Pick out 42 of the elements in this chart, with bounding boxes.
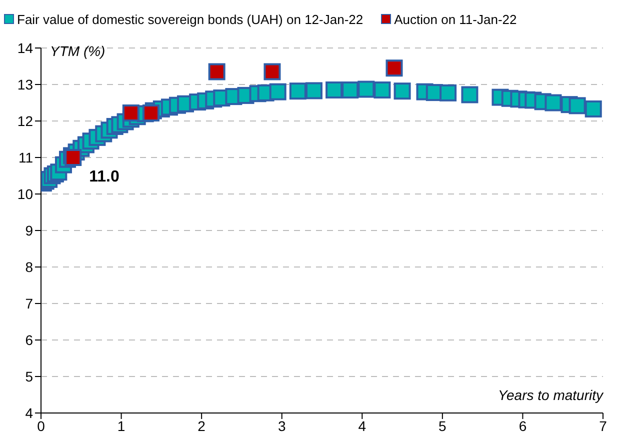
- y-axis-title: YTM (%): [50, 43, 106, 59]
- point: [584, 100, 602, 118]
- point: [394, 82, 411, 100]
- y-tick-label: 8: [25, 258, 34, 275]
- y-tick-label: 5: [25, 368, 34, 384]
- x-tick-label: 7: [599, 418, 608, 434]
- point: [122, 104, 140, 122]
- x-axis-title: Years to maturity: [498, 387, 604, 403]
- y-tick-label: 7: [25, 295, 34, 312]
- point: [264, 63, 281, 80]
- x-tick-label: 6: [518, 418, 527, 434]
- legend-label: Auction on 11-Jan-22: [394, 12, 517, 26]
- point: [326, 81, 343, 98]
- y-tick-label: 9: [25, 222, 34, 238]
- point: [374, 81, 391, 98]
- point: [386, 60, 403, 77]
- y-tick-label: 4: [25, 404, 34, 421]
- point: [342, 81, 359, 98]
- point: [208, 63, 226, 80]
- point: [461, 86, 478, 104]
- x-tick-label: 3: [278, 418, 286, 434]
- y-tick-label: 11: [18, 149, 34, 166]
- point: [568, 97, 586, 114]
- point: [358, 80, 375, 98]
- x-tick-label: 5: [438, 418, 447, 434]
- point: [440, 84, 457, 102]
- annotation: 11.0: [89, 168, 120, 186]
- x-tick-label: 2: [198, 418, 206, 434]
- y-tick-label: 10: [17, 186, 34, 202]
- point: [269, 83, 286, 100]
- point: [142, 104, 160, 122]
- x-tick-label: 1: [117, 418, 126, 434]
- point: [305, 82, 322, 100]
- point: [544, 94, 562, 112]
- y-tick-label: 14: [17, 40, 34, 56]
- point: [289, 82, 306, 100]
- x-tick-label: 0: [37, 418, 46, 434]
- y-tick-label: 6: [25, 332, 34, 348]
- y-tick-label: 13: [17, 76, 34, 92]
- legend-label: Fair value of domestic sovereign bonds (UAH) on 12-Jan-22: [17, 12, 364, 26]
- x-tick-label: 4: [358, 418, 366, 434]
- y-tick-label: 12: [17, 112, 34, 129]
